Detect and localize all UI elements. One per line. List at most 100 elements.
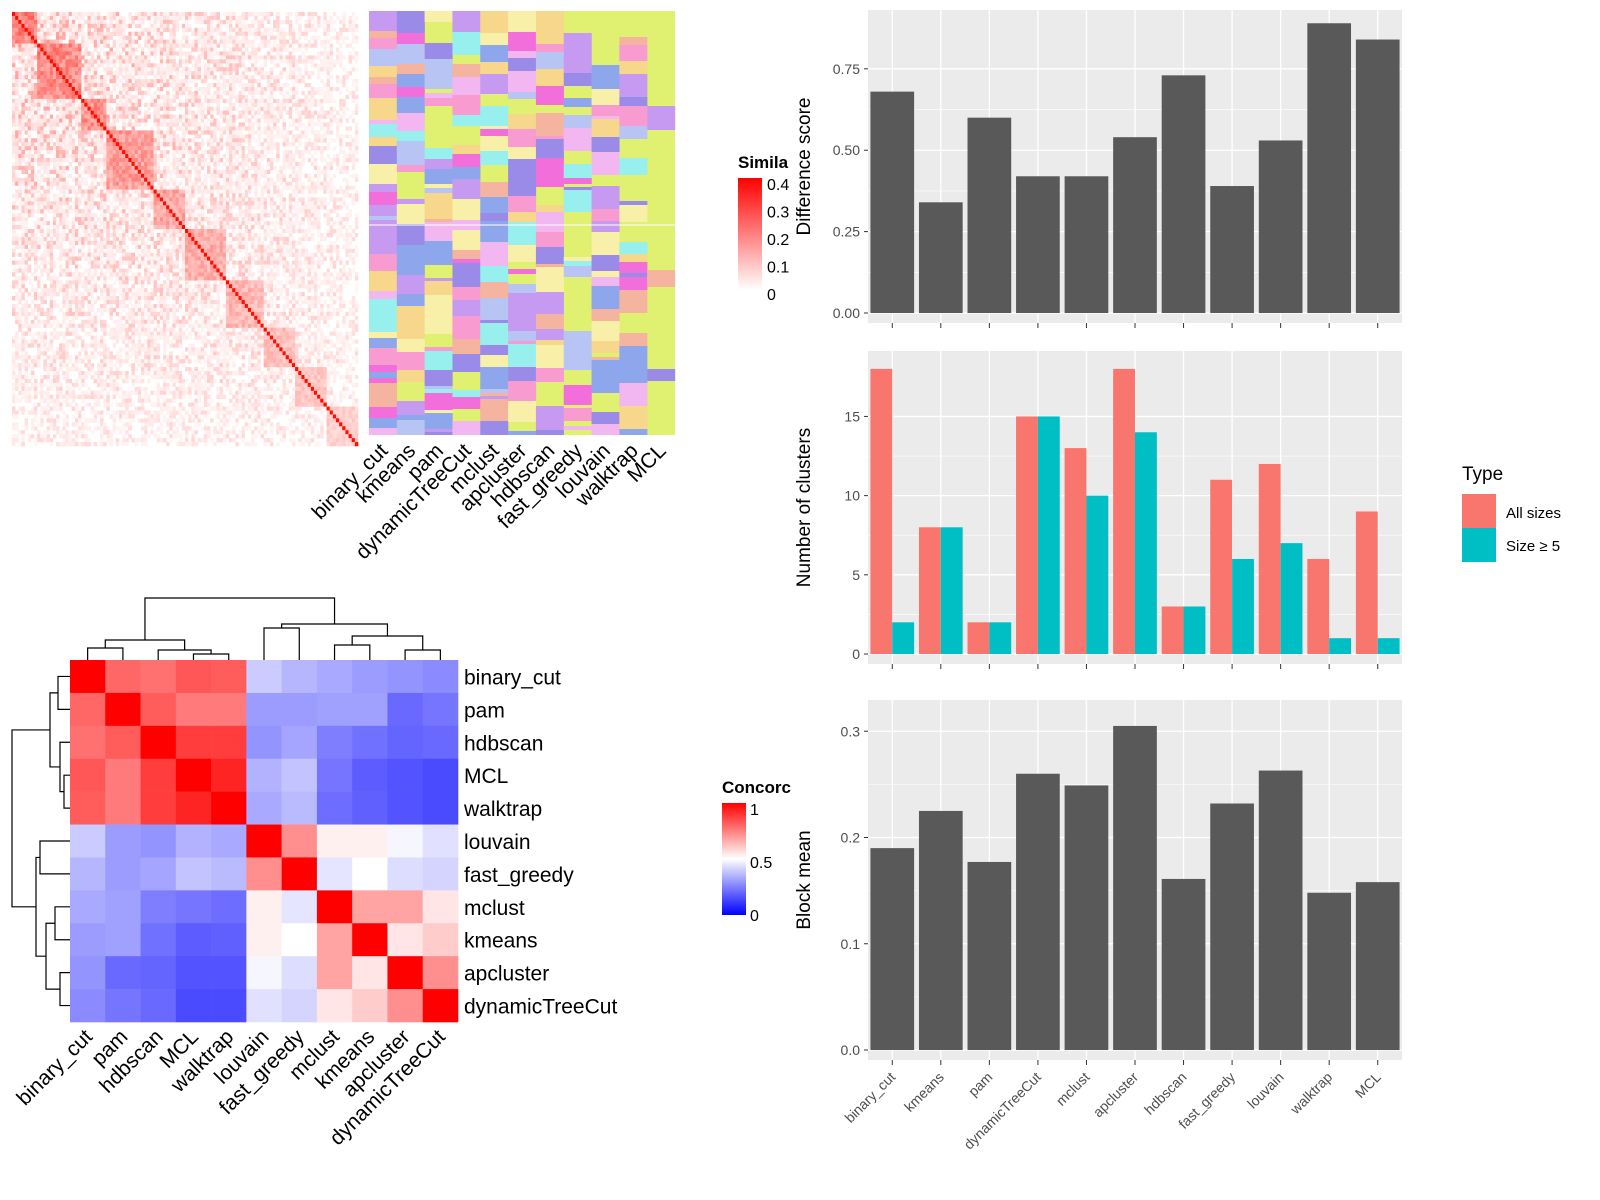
similarity-cell [125, 75, 129, 80]
similarity-cell [24, 31, 29, 36]
similarity-cell [106, 67, 110, 72]
similarity-cell [188, 79, 192, 84]
similarity-cell [12, 142, 16, 147]
similarity-cell [185, 27, 189, 33]
similarity-cell [273, 185, 277, 190]
similarity-cell [219, 27, 224, 33]
similarity-cell [266, 110, 271, 115]
similarity-cell [34, 232, 38, 238]
similarity-cell [71, 225, 76, 230]
similarity-cell [232, 165, 236, 171]
similarity-cell [40, 126, 44, 131]
similarity-cell [30, 15, 35, 21]
similarity-cell [159, 240, 164, 246]
similarity-cell [298, 161, 302, 167]
similarity-cell [260, 165, 264, 171]
similarity-cell [310, 114, 315, 119]
similarity-cell [52, 106, 57, 111]
similarity-cell [78, 106, 82, 111]
similarity-cell [310, 94, 315, 100]
similarity-cell [30, 157, 35, 163]
similarity-cell [96, 181, 101, 186]
similarity-cell [134, 229, 139, 234]
similarity-cell [354, 225, 359, 230]
similarity-cell [354, 35, 359, 40]
similarity-cell [37, 71, 41, 76]
similarity-cell [134, 130, 139, 135]
similarity-cell [144, 134, 148, 139]
similarity-cell [109, 98, 113, 104]
similarity-cell [269, 209, 274, 214]
similarity-cell [131, 213, 135, 218]
similarity-cell [78, 161, 82, 167]
similarity-cell [68, 229, 73, 234]
similarity-cell [247, 90, 252, 96]
similarity-cell [96, 126, 101, 131]
similarity-cell [84, 157, 88, 163]
similarity-cell [229, 114, 233, 119]
similarity-cell [84, 130, 88, 135]
similarity-cell [241, 63, 246, 68]
similarity-cell [269, 35, 274, 40]
similarity-cell [307, 225, 312, 230]
similarity-cell [323, 31, 327, 36]
similarity-cell [238, 201, 242, 206]
similarity-cell [175, 27, 180, 33]
similarity-cell [93, 83, 98, 88]
similarity-cell [78, 142, 82, 147]
similarity-cell [103, 79, 107, 84]
similarity-cell [81, 67, 85, 72]
similarity-cell [109, 47, 113, 52]
similarity-cell [112, 98, 117, 104]
similarity-cell [106, 189, 110, 194]
similarity-cell [150, 229, 154, 234]
similarity-cell [134, 221, 139, 226]
similarity-cell [213, 165, 217, 171]
similarity-cell [172, 94, 176, 100]
similarity-cell [304, 71, 308, 76]
similarity-cell [65, 59, 69, 64]
similarity-cell [56, 232, 60, 238]
similarity-cell [18, 79, 22, 84]
similarity-cell [345, 75, 349, 80]
similarity-cell [288, 205, 293, 210]
similarity-cell [56, 225, 60, 230]
similarity-cell [213, 39, 217, 44]
similarity-cell [137, 229, 142, 234]
similarity-cell [62, 193, 66, 198]
similarity-cell [317, 23, 321, 29]
similarity-cell [125, 181, 129, 186]
similarity-cell [329, 189, 334, 194]
similarity-cell [147, 185, 151, 190]
similarity-cell [59, 118, 63, 123]
similarity-cell [125, 114, 129, 119]
similarity-cell [150, 217, 154, 222]
similarity-cell [109, 55, 113, 60]
similarity-cell [134, 197, 139, 202]
similarity-cell [118, 217, 123, 222]
similarity-cell [329, 240, 334, 246]
similarity-cell [257, 19, 261, 25]
similarity-cell [81, 63, 85, 68]
similarity-cell [244, 138, 249, 143]
similarity-cell [34, 90, 38, 96]
similarity-cell [166, 94, 170, 100]
similarity-cell [153, 138, 157, 143]
similarity-cell [254, 98, 258, 104]
similarity-cell [109, 181, 113, 186]
similarity-cell [301, 12, 305, 17]
similarity-cell [90, 165, 95, 171]
similarity-cell [118, 177, 123, 182]
similarity-cell [263, 59, 268, 64]
similarity-cell [56, 15, 60, 21]
similarity-cell [332, 248, 337, 253]
similarity-cell [78, 236, 82, 242]
similarity-cell [65, 27, 69, 33]
similarity-cell [144, 201, 148, 206]
similarity-cell [181, 236, 186, 242]
similarity-cell [197, 27, 202, 33]
similarity-cell [273, 118, 277, 123]
similarity-cell [43, 193, 47, 198]
similarity-cell [131, 189, 135, 194]
similarity-cell [21, 86, 25, 92]
